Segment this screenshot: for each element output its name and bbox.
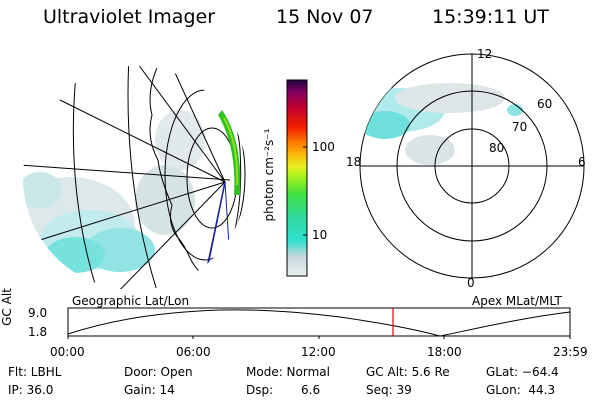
mlt-label-0: 0 (467, 276, 475, 290)
glat-readout: GLat: −64.4 (486, 365, 559, 379)
xtick-2359: 23:59 (553, 345, 588, 359)
colorbar-tick-10: 10 (312, 228, 328, 242)
emission-left (23, 110, 205, 273)
right-caption: Apex MLat/MLT (472, 294, 562, 308)
altitude-ytick-1.8: 1.8 (28, 325, 48, 339)
mlt-label-18: 18 (346, 155, 362, 169)
ip-readout: IP: 36.0 (8, 383, 54, 397)
lat-label-70: 70 (512, 120, 528, 134)
colorbar (286, 79, 308, 277)
mode-readout: Mode: Normal (246, 365, 330, 379)
lat-label-80: 80 (489, 141, 505, 155)
instrument-title: Ultraviolet Imager (43, 6, 216, 28)
dsp-label: Dsp: (246, 383, 274, 397)
xtick-0600: 06:00 (176, 345, 211, 359)
altitude-ticks (67, 336, 571, 339)
altitude-curve (67, 309, 571, 337)
lat-label-60: 60 (537, 97, 553, 111)
date-label: 15 Nov 07 (276, 6, 374, 28)
colorbar-unit: photon cm⁻²s⁻¹ (262, 128, 276, 222)
altitude-plot-frame (67, 307, 571, 337)
xtick-1200: 12:00 (301, 345, 336, 359)
filter-readout: Flt: LBHL (8, 365, 62, 379)
mlt-label-6: 6 (578, 155, 586, 169)
altitude-ylabel: GC Alt (0, 288, 14, 326)
left-caption: Geographic Lat/Lon (72, 294, 190, 308)
geographic-map (23, 66, 247, 290)
gc-alt-readout: GC Alt: 5.6 Re (366, 365, 450, 379)
seq-readout: Seq: 39 (366, 383, 412, 397)
xtick-0000: 00:00 (50, 345, 85, 359)
colorbar-tick-100: 100 (312, 140, 335, 154)
mlt-label-12: 12 (477, 47, 493, 61)
time-label: 15:39:11 UT (432, 6, 549, 28)
orbit-track (207, 181, 226, 266)
door-readout: Door: Open (124, 365, 193, 379)
polar-grid (360, 54, 584, 278)
dsp-value: 6.6 (301, 383, 321, 397)
xtick-1800: 18:00 (427, 345, 462, 359)
polar-map (359, 53, 585, 279)
glon-readout: GLon: 44.3 (486, 383, 556, 397)
altitude-ytick-9: 9.0 (28, 306, 48, 320)
auroral-arc (218, 110, 241, 195)
gain-readout: Gain: 14 (124, 383, 175, 397)
